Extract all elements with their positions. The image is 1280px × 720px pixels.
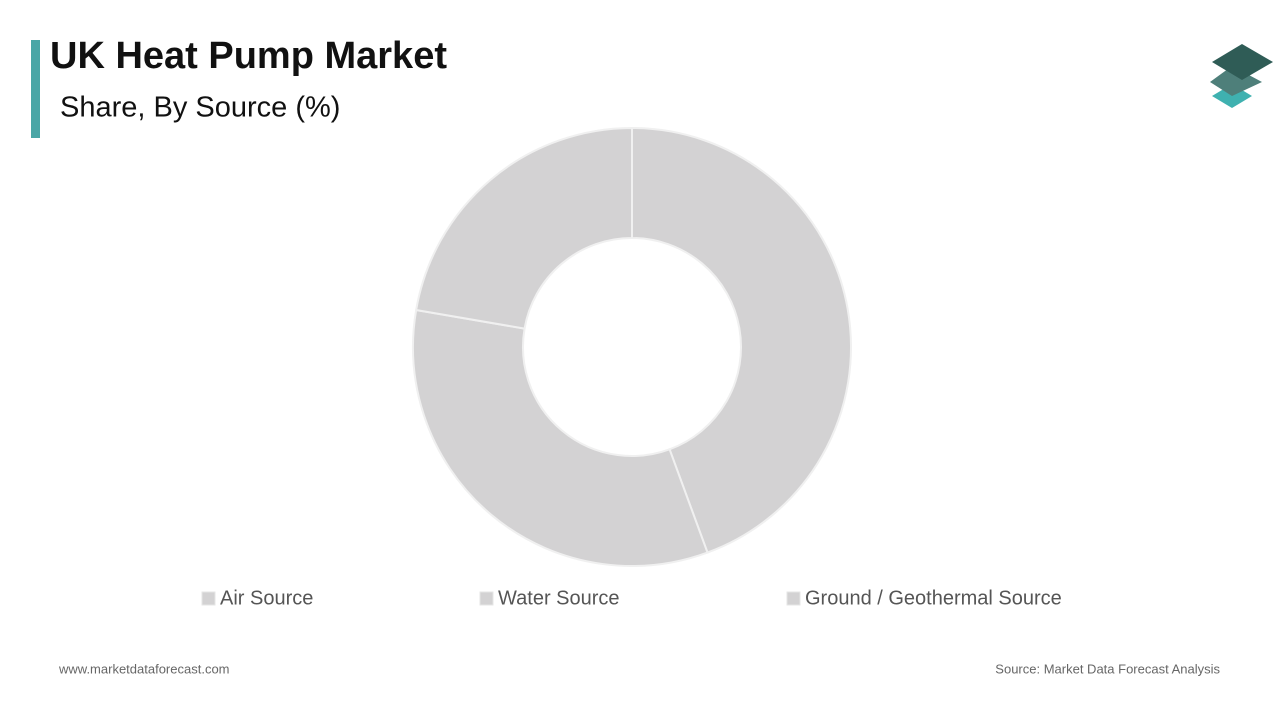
legend-swatch <box>786 591 801 606</box>
legend-label: Air Source <box>220 587 313 609</box>
title-accent <box>31 40 40 138</box>
logo <box>1210 44 1273 108</box>
legend-label: Ground / Geothermal Source <box>805 587 1062 609</box>
chart-title: UK Heat Pump Market <box>50 35 447 77</box>
slice <box>414 126 633 330</box>
legend-swatch <box>479 591 494 606</box>
slice <box>412 308 709 567</box>
website: www.marketdataforecast.com <box>58 661 230 676</box>
slice <box>631 126 852 554</box>
chart-subtitle: Share, By Source (%) <box>60 92 340 124</box>
source: Source: Market Data Forecast Analysis <box>995 661 1220 676</box>
legend-label: Water Source <box>498 587 620 609</box>
legend-swatch <box>201 591 216 606</box>
